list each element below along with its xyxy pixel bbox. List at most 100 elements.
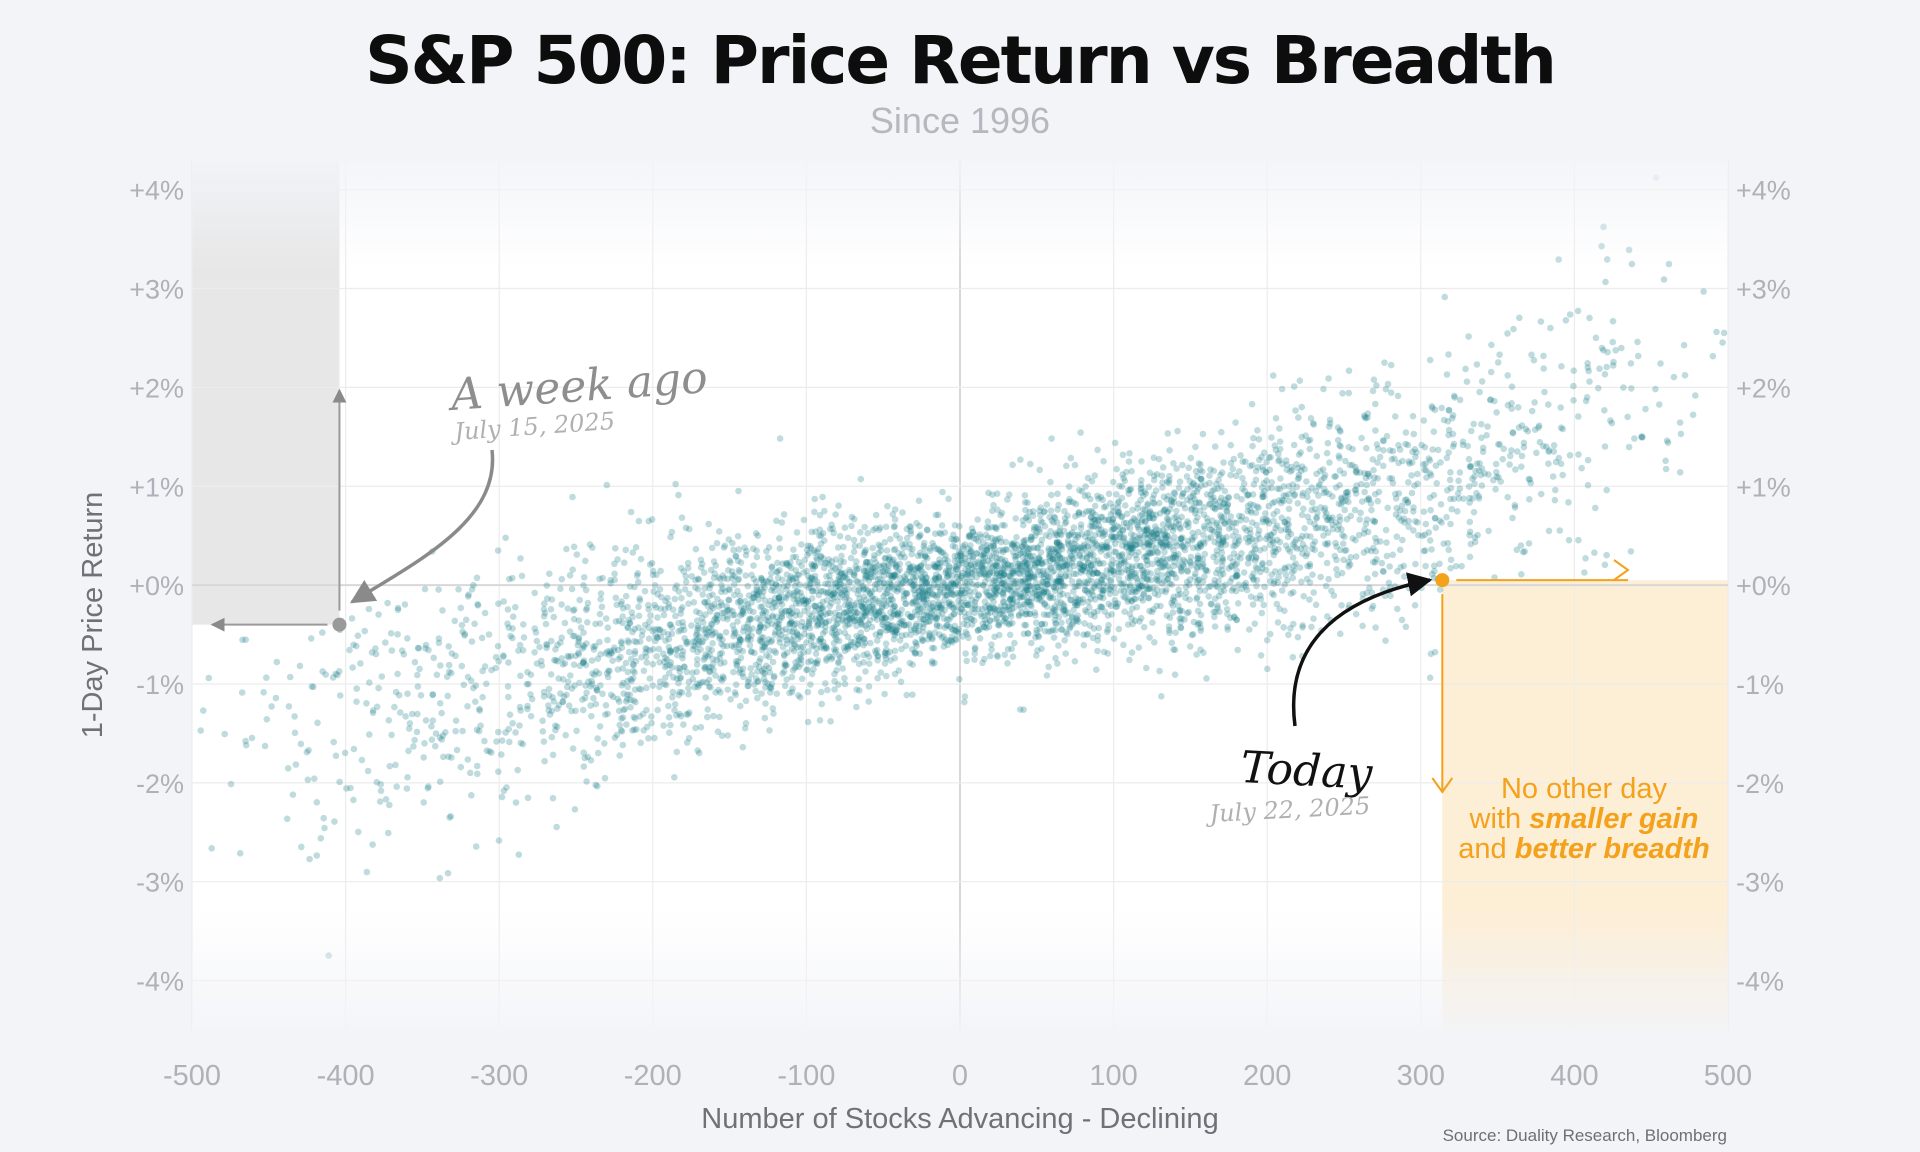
data-point <box>1556 527 1564 534</box>
data-point <box>1022 601 1029 609</box>
data-point <box>1242 516 1250 523</box>
data-point <box>736 636 744 643</box>
data-point <box>1239 485 1246 493</box>
data-point <box>1713 328 1720 336</box>
data-point <box>969 528 977 536</box>
data-point <box>766 653 773 661</box>
data-point <box>385 717 393 724</box>
data-point <box>721 542 729 549</box>
data-point <box>1401 519 1408 526</box>
data-point <box>382 796 390 803</box>
data-point <box>1022 621 1030 629</box>
data-point <box>744 582 752 590</box>
data-point <box>474 770 481 778</box>
data-point <box>1158 571 1165 579</box>
data-point <box>618 715 625 722</box>
data-point <box>1179 461 1186 469</box>
data-point <box>1557 424 1565 432</box>
data-point <box>1421 443 1429 451</box>
data-point <box>1401 573 1408 580</box>
data-point <box>260 689 267 696</box>
data-point <box>1197 461 1204 468</box>
data-point <box>566 572 574 579</box>
data-point <box>1074 545 1082 552</box>
data-point <box>910 598 917 605</box>
data-point <box>805 622 812 629</box>
data-point <box>949 591 956 598</box>
data-point <box>612 594 620 602</box>
data-point <box>769 705 777 712</box>
data-point <box>1430 491 1438 499</box>
data-point <box>804 718 812 726</box>
data-point <box>1117 580 1124 587</box>
data-point <box>868 588 876 595</box>
data-point <box>1285 505 1293 513</box>
data-point <box>1177 539 1184 547</box>
data-point <box>238 689 246 696</box>
data-point <box>988 523 996 531</box>
data-point <box>1312 524 1320 532</box>
data-point <box>685 684 692 692</box>
data-point <box>1295 414 1302 421</box>
data-point <box>734 599 742 606</box>
data-point <box>559 661 567 668</box>
data-point <box>850 548 858 556</box>
data-point <box>612 618 620 625</box>
data-point <box>725 596 732 604</box>
data-point <box>661 674 669 681</box>
data-point <box>1128 537 1135 544</box>
data-point <box>1466 518 1474 526</box>
data-point <box>1313 470 1320 478</box>
data-point <box>554 705 561 712</box>
data-point <box>1308 545 1316 553</box>
data-point <box>1154 548 1161 555</box>
data-point <box>682 578 690 586</box>
data-point <box>1031 585 1038 592</box>
data-point <box>647 612 654 619</box>
data-point <box>1012 577 1020 585</box>
data-point <box>1609 362 1617 369</box>
data-point <box>495 837 503 844</box>
data-point <box>1274 485 1281 493</box>
data-point <box>899 541 906 548</box>
data-point <box>561 619 569 627</box>
data-point <box>971 531 979 539</box>
data-point <box>581 754 589 762</box>
data-point <box>1128 649 1136 656</box>
data-point <box>1086 566 1094 573</box>
data-point <box>783 561 791 569</box>
data-point <box>668 624 676 631</box>
data-point <box>711 570 718 577</box>
data-point <box>986 553 994 560</box>
data-point <box>819 493 826 501</box>
data-point <box>1250 549 1257 556</box>
data-point <box>1382 637 1389 644</box>
data-point <box>1186 596 1193 603</box>
data-point <box>1048 435 1055 442</box>
data-point <box>1627 360 1635 367</box>
data-point <box>732 553 740 560</box>
data-point <box>924 587 932 594</box>
data-point <box>1478 465 1486 472</box>
data-point <box>657 605 664 612</box>
data-point <box>1259 561 1266 568</box>
data-point <box>411 736 418 744</box>
data-point <box>1033 626 1040 634</box>
data-point <box>1182 589 1190 596</box>
data-point <box>1545 527 1553 535</box>
data-point <box>422 717 430 724</box>
data-point <box>1388 475 1396 482</box>
data-point <box>205 674 213 682</box>
data-point <box>373 703 381 711</box>
data-point <box>857 598 865 606</box>
data-point <box>967 549 974 557</box>
data-point <box>684 638 692 646</box>
data-point <box>832 579 840 587</box>
data-point <box>1188 505 1196 512</box>
data-point <box>807 657 815 665</box>
data-point <box>719 572 727 579</box>
data-point <box>1517 542 1525 549</box>
data-point <box>779 643 787 651</box>
data-point <box>841 680 849 688</box>
data-point <box>394 631 401 638</box>
